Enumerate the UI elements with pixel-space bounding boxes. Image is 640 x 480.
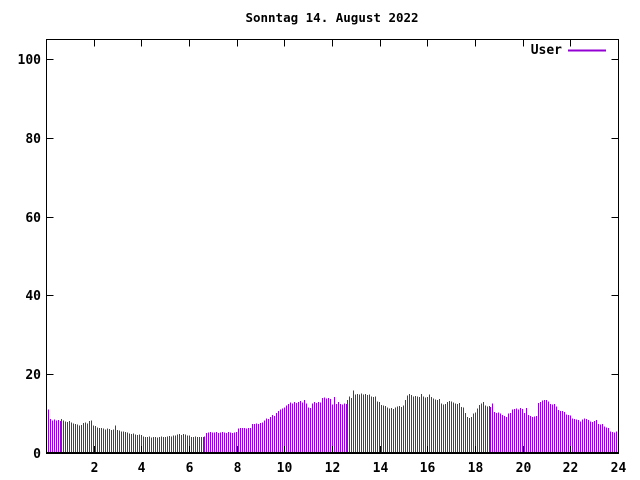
x-tick-label: 2	[91, 461, 99, 476]
y-tick-label: 20	[25, 368, 41, 383]
x-tick-label: 24	[611, 461, 627, 476]
x-tick-label: 22	[563, 461, 579, 476]
plot-border	[46, 39, 619, 454]
x-tick-label: 6	[186, 461, 194, 476]
y-tick-label: 40	[25, 289, 41, 304]
x-tick-label: 12	[325, 461, 341, 476]
x-tick-label: 20	[516, 461, 532, 476]
y-tick-label: 60	[25, 211, 41, 226]
x-tick-label: 10	[277, 461, 293, 476]
x-tick-label: 4	[138, 461, 146, 476]
chart-title: Sonntag 14. August 2022	[245, 10, 418, 25]
x-tick-label: 8	[234, 461, 242, 476]
bar-series-user	[48, 390, 619, 452]
x-tick-label: 14	[373, 461, 389, 476]
y-tick-label: 0	[33, 447, 41, 462]
y-tick-label: 100	[18, 53, 42, 68]
legend-label: User	[531, 43, 562, 58]
x-tick-label: 18	[468, 461, 484, 476]
y-tick-label: 80	[25, 132, 41, 147]
x-tick-label: 16	[420, 461, 436, 476]
